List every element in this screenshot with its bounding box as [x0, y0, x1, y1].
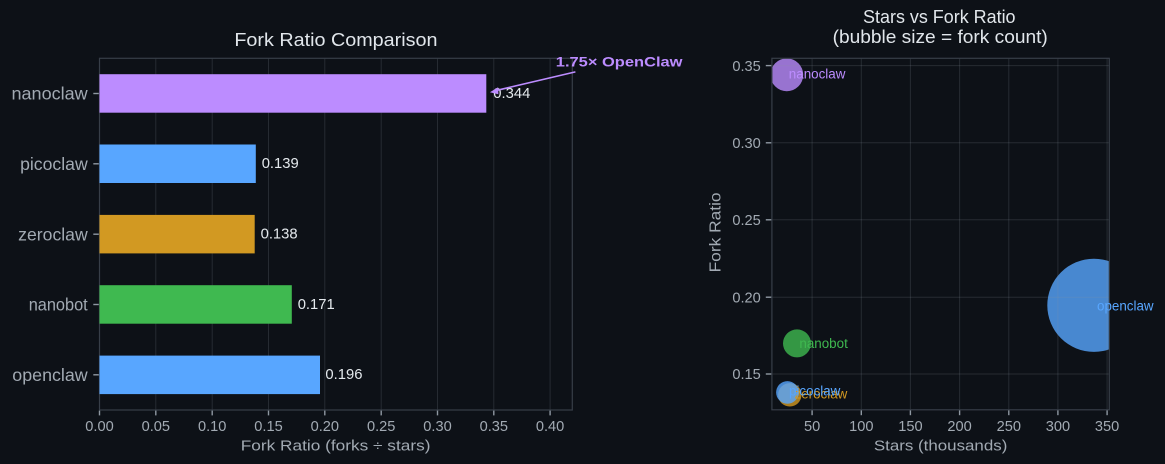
- svg-text:50: 50: [804, 419, 820, 435]
- svg-text:0.30: 0.30: [732, 136, 760, 152]
- svg-text:0.35: 0.35: [480, 419, 508, 435]
- svg-text:0.40: 0.40: [536, 419, 564, 435]
- svg-text:300: 300: [1046, 419, 1070, 435]
- svg-text:0.00: 0.00: [85, 419, 113, 435]
- svg-text:Stars (thousands): Stars (thousands): [874, 438, 1008, 455]
- svg-text:nanoclaw: nanoclaw: [12, 84, 88, 104]
- svg-text:0.171: 0.171: [298, 297, 335, 313]
- svg-text:0.15: 0.15: [254, 419, 282, 435]
- svg-text:0.139: 0.139: [262, 156, 299, 172]
- svg-text:zeroclaw: zeroclaw: [18, 224, 88, 244]
- svg-text:nanobot: nanobot: [799, 336, 848, 351]
- svg-text:0.25: 0.25: [367, 419, 395, 435]
- svg-text:(bubble size = fork count): (bubble size = fork count): [833, 26, 1048, 47]
- svg-text:0.15: 0.15: [732, 367, 760, 383]
- svg-text:0.10: 0.10: [198, 419, 226, 435]
- svg-text:0.30: 0.30: [423, 419, 451, 435]
- svg-text:0.20: 0.20: [732, 290, 760, 306]
- svg-text:0.20: 0.20: [311, 419, 339, 435]
- svg-text:zeroclaw: zeroclaw: [795, 386, 848, 401]
- svg-text:200: 200: [947, 419, 971, 435]
- svg-text:Fork Ratio Comparison: Fork Ratio Comparison: [234, 29, 437, 50]
- svg-text:0.196: 0.196: [325, 367, 362, 383]
- svg-text:Fork Ratio: Fork Ratio: [708, 192, 725, 272]
- svg-text:0.05: 0.05: [142, 419, 170, 435]
- svg-text:0.138: 0.138: [261, 227, 298, 243]
- svg-text:openclaw: openclaw: [1097, 298, 1154, 313]
- svg-text:350: 350: [1095, 419, 1119, 435]
- svg-text:Fork Ratio (forks ÷ stars): Fork Ratio (forks ÷ stars): [241, 438, 431, 455]
- svg-text:picoclaw: picoclaw: [789, 384, 841, 399]
- svg-text:0.344: 0.344: [493, 86, 530, 102]
- svg-text:1.75× OpenClaw: 1.75× OpenClaw: [556, 53, 683, 69]
- svg-text:Stars vs Fork Ratio: Stars vs Fork Ratio: [863, 6, 1016, 27]
- svg-text:nanobot: nanobot: [29, 295, 88, 315]
- svg-text:picoclaw: picoclaw: [20, 154, 88, 174]
- svg-text:100: 100: [849, 419, 873, 435]
- svg-text:nanoclaw: nanoclaw: [789, 67, 846, 82]
- svg-text:0.25: 0.25: [732, 213, 760, 229]
- svg-text:openclaw: openclaw: [12, 365, 88, 385]
- svg-text:150: 150: [898, 419, 922, 435]
- svg-text:0.35: 0.35: [732, 59, 760, 75]
- svg-text:250: 250: [997, 419, 1021, 435]
